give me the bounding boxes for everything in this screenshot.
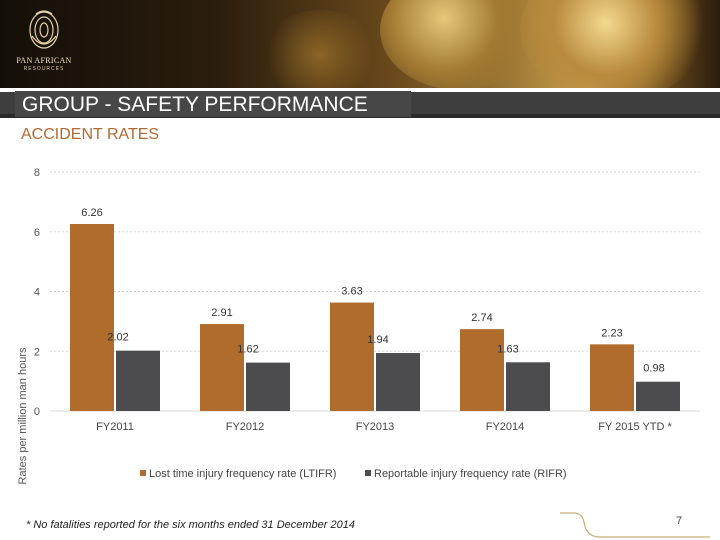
logo-name: PAN AFRICAN <box>16 56 72 65</box>
bar-ltifr <box>460 329 504 411</box>
gold-nugget-image <box>380 0 540 88</box>
y-axis-ticks: 0 2 4 6 8 <box>34 167 40 418</box>
bar-ltifr <box>590 344 634 411</box>
y-tick-label: 4 <box>34 287 40 299</box>
bar-rifr <box>116 350 160 411</box>
y-tick-label: 8 <box>34 167 40 179</box>
gold-nugget-image <box>520 0 710 88</box>
legend-label: Reportable injury frequency rate (RIFR) <box>374 468 567 480</box>
legend-label: Lost time injury frequency rate (LTIFR) <box>149 468 336 480</box>
data-label: 2.74 <box>471 312 492 324</box>
chart-bars: 6.26 2.02 FY2011 2.91 1.62 FY2012 3.63 1.94 FY20… <box>70 207 680 433</box>
logo-subtitle: RESOURCES <box>23 66 65 72</box>
y-tick-label: 2 <box>34 346 40 358</box>
bar-ltifr <box>200 324 244 411</box>
footer-rule <box>560 512 710 538</box>
x-tick-label: FY2011 <box>96 421 134 433</box>
data-label: 2.91 <box>211 307 232 319</box>
y-tick-label: 0 <box>34 406 40 418</box>
page-title: GROUP - SAFETY PERFORMANCE <box>22 93 368 116</box>
company-logo: PAN AFRICAN RESOURCES <box>14 6 74 84</box>
data-label: 6.26 <box>81 207 102 219</box>
page-number: 7 <box>676 515 683 527</box>
data-label: 2.23 <box>601 327 622 339</box>
y-axis-label: Rates per million man hours <box>17 347 29 484</box>
data-label: 2.02 <box>107 332 128 344</box>
data-label: 1.62 <box>237 344 258 356</box>
bar-rifr <box>246 362 290 411</box>
header-banner: PAN AFRICAN RESOURCES <box>0 0 720 88</box>
title-box <box>15 91 411 117</box>
data-label: 1.63 <box>497 343 518 355</box>
x-tick-label: FY2013 <box>356 421 395 433</box>
bar-ltifr <box>330 302 374 411</box>
section-title: ACCIDENT RATES <box>21 126 160 143</box>
accident-rates-chart: 0 2 4 6 8 Rates per million man hours 6.26 2.… <box>17 167 700 484</box>
data-label: 1.94 <box>367 334 388 346</box>
legend-swatch <box>140 470 146 476</box>
bar-rifr <box>506 362 550 411</box>
legend-swatch <box>365 470 371 476</box>
footnote: * No fatalities reported for the six mon… <box>26 519 355 531</box>
y-tick-label: 6 <box>34 227 40 239</box>
x-tick-label: FY 2015 YTD * <box>598 421 672 433</box>
data-label: 0.98 <box>643 363 664 375</box>
x-tick-label: FY2012 <box>226 421 265 433</box>
chart-legend: Lost time injury frequency rate (LTIFR) R… <box>140 468 567 480</box>
bar-ltifr <box>70 223 114 411</box>
logo-emblem-icon <box>29 10 59 49</box>
bar-rifr <box>376 353 420 411</box>
bar-rifr <box>636 381 680 411</box>
data-label: 3.63 <box>341 286 362 298</box>
x-tick-label: FY2014 <box>486 421 525 433</box>
gold-nugget-image <box>260 10 380 88</box>
